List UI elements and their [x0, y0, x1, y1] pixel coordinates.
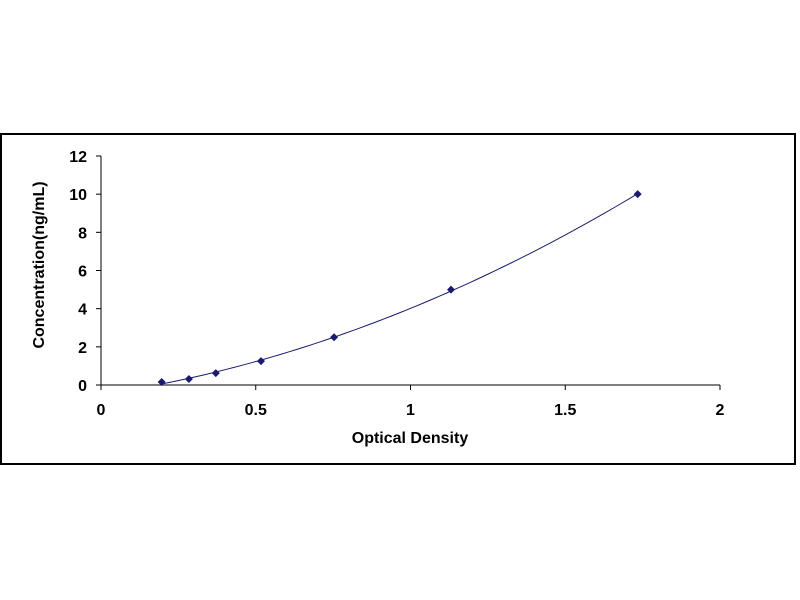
y-tick-label: 8 — [78, 225, 87, 242]
data-point — [157, 378, 166, 387]
data-point — [257, 357, 266, 366]
y-tick-label: 0 — [78, 378, 87, 395]
x-tick-label: 0.5 — [245, 402, 267, 419]
axes — [100, 156, 720, 386]
y-tick-label: 2 — [78, 340, 87, 357]
trendline — [161, 193, 638, 385]
data-point — [184, 375, 193, 384]
x-tick-label: 0 — [97, 402, 106, 419]
y-tick-label: 6 — [78, 264, 87, 281]
x-axis-ticks: 0 0.5 1 1.5 2 — [97, 385, 725, 419]
x-tick-label: 1 — [406, 402, 415, 419]
data-point — [447, 285, 456, 294]
trendline-path — [161, 193, 638, 385]
y-tick-label: 4 — [78, 302, 87, 319]
y-tick-label: 12 — [69, 149, 87, 166]
data-point — [633, 190, 642, 199]
data-points — [157, 190, 642, 387]
data-point — [211, 369, 220, 378]
y-axis-ticks: 0 2 4 6 8 10 12 — [69, 149, 101, 395]
x-tick-label: 2 — [716, 402, 725, 419]
y-tick-label: 10 — [69, 187, 87, 204]
chart-frame — [0, 133, 796, 465]
x-axis-title: Optical Density — [352, 430, 469, 447]
x-tick-label: 1.5 — [554, 402, 576, 419]
y-axis-title: Concentration(ng/mL) — [31, 181, 48, 348]
data-point — [330, 333, 339, 342]
